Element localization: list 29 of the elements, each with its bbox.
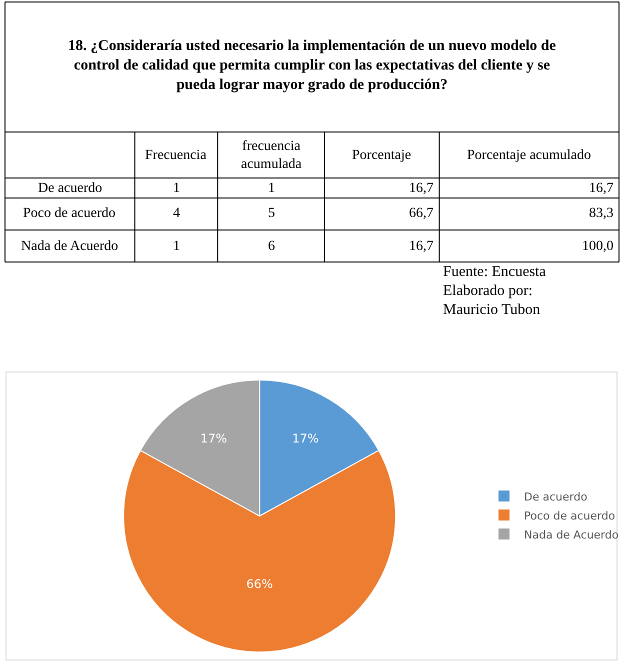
text: 18. ¿Consideraría usted necesario la implementación de un nuevo modelo de control de calidad que permita cumplir con las expectativas del cliente y se pueda lograr mayor grado de producción? (68, 38, 556, 93)
text: 5 (268, 206, 275, 221)
text: 1 (173, 239, 180, 254)
text: 16,7 (409, 239, 434, 254)
text: De acuerdo (38, 181, 102, 196)
legend-label: Nada de Acuerdo (524, 528, 619, 542)
text: Elaborado por: (443, 283, 533, 299)
text: 16,7 (589, 181, 614, 196)
source-note: Fuente: Encuesta (443, 264, 546, 280)
text: Porcentaje acumulado (467, 148, 592, 163)
text: Mauricio Tubon (443, 302, 541, 318)
text: 83,3 (589, 206, 614, 221)
text: Porcentaje (352, 148, 412, 163)
text: 1 (268, 181, 275, 196)
text: 100,0 (582, 239, 614, 254)
text: 6 (268, 239, 275, 254)
text: Poco de acuerdo (23, 206, 116, 221)
text: Frecuencia (145, 148, 208, 163)
text: Nada de Acuerdo (21, 239, 118, 254)
legend-label: De acuerdo (524, 490, 588, 504)
text: frecuencia acumulada (241, 139, 302, 172)
data-label: 17% (292, 431, 319, 446)
text: 16,7 (409, 181, 434, 196)
data-label: 17% (200, 431, 228, 446)
legend-label: Poco de acuerdo (524, 509, 616, 522)
text: 4 (173, 206, 180, 221)
text: 1 (173, 181, 180, 196)
text: 66,7 (409, 206, 434, 221)
data-label: 66% (246, 577, 273, 591)
